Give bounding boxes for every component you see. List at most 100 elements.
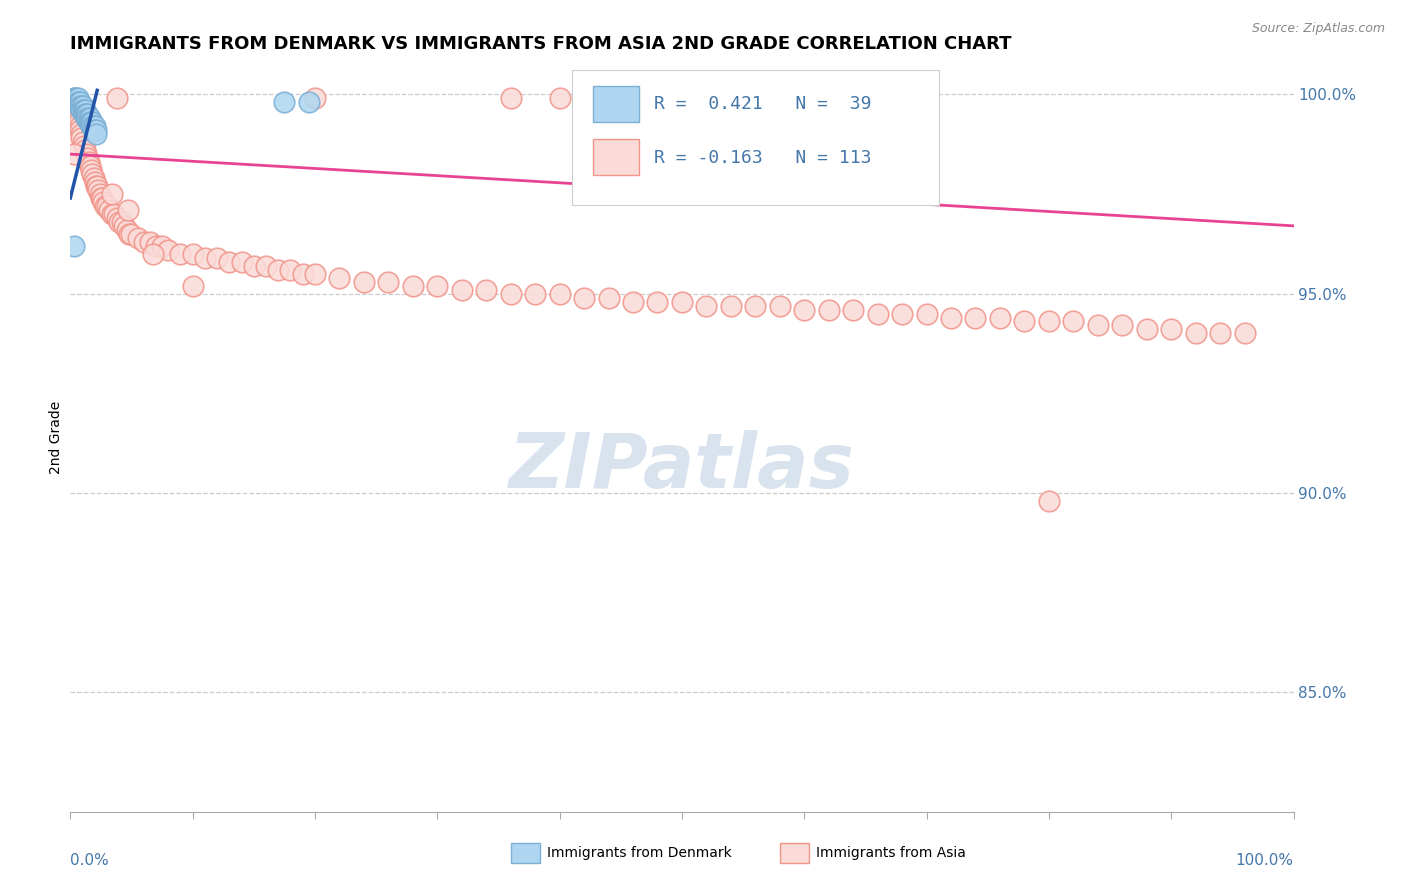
Point <box>80 163 103 178</box>
Point <box>132 235 155 249</box>
Point <box>69 119 91 133</box>
Point <box>83 119 105 133</box>
FancyBboxPatch shape <box>572 70 939 205</box>
Point <box>1160 322 1182 336</box>
Point <box>63 95 86 110</box>
Point <box>965 310 987 325</box>
Point <box>63 99 86 113</box>
Point <box>80 119 103 133</box>
Point <box>65 95 87 110</box>
Point <box>63 91 86 105</box>
Point <box>616 91 638 105</box>
Point <box>77 155 100 169</box>
Point <box>194 251 217 265</box>
Point <box>267 262 290 277</box>
Point <box>66 91 89 105</box>
Point <box>82 167 104 181</box>
Point <box>1038 314 1060 328</box>
Text: Immigrants from Denmark: Immigrants from Denmark <box>547 846 733 860</box>
Point <box>105 211 128 225</box>
Point <box>683 91 706 105</box>
Point <box>117 202 139 217</box>
Point <box>83 171 105 186</box>
Text: 0.0%: 0.0% <box>70 853 110 868</box>
Text: R =  0.421   N =  39: R = 0.421 N = 39 <box>654 95 872 112</box>
Point <box>939 310 962 325</box>
Point <box>82 115 104 129</box>
Bar <box>780 843 808 863</box>
Point <box>77 112 100 126</box>
Point <box>744 299 766 313</box>
Point <box>96 199 118 213</box>
Point <box>720 299 742 313</box>
Point <box>915 306 938 320</box>
Point <box>598 291 620 305</box>
Point <box>695 299 717 313</box>
Text: R = -0.163   N = 113: R = -0.163 N = 113 <box>654 149 872 167</box>
Point <box>304 91 326 105</box>
Point <box>115 223 138 237</box>
Point <box>79 159 101 173</box>
Point <box>76 107 98 121</box>
Point <box>231 254 253 268</box>
Point <box>254 259 277 273</box>
Point <box>205 251 228 265</box>
Point <box>139 235 162 249</box>
Point <box>548 286 571 301</box>
Point <box>83 123 105 137</box>
Point <box>73 103 96 118</box>
Point <box>75 107 97 121</box>
Point <box>63 103 86 118</box>
Point <box>426 278 449 293</box>
Text: 100.0%: 100.0% <box>1236 853 1294 868</box>
Point <box>499 286 522 301</box>
Point <box>65 103 87 118</box>
Point <box>69 99 91 113</box>
Point <box>621 91 644 105</box>
Point <box>218 254 240 268</box>
Point <box>475 283 498 297</box>
Point <box>291 267 314 281</box>
Point <box>1111 318 1133 333</box>
Point <box>548 91 571 105</box>
Point <box>66 95 89 110</box>
Point <box>157 243 180 257</box>
Point <box>142 246 165 260</box>
Point <box>671 294 693 309</box>
Point <box>83 123 105 137</box>
Point <box>70 127 93 141</box>
Point <box>73 107 96 121</box>
Text: Immigrants from Asia: Immigrants from Asia <box>817 846 966 860</box>
Point <box>769 299 792 313</box>
Point <box>273 95 295 110</box>
Bar <box>510 843 540 863</box>
Point <box>75 112 97 126</box>
Point <box>145 239 167 253</box>
Point <box>98 202 121 217</box>
Point <box>328 270 350 285</box>
Point <box>1184 326 1206 341</box>
Point <box>72 103 94 118</box>
Point <box>450 283 472 297</box>
Point <box>83 119 105 133</box>
Text: IMMIGRANTS FROM DENMARK VS IMMIGRANTS FROM ASIA 2ND GRADE CORRELATION CHART: IMMIGRANTS FROM DENMARK VS IMMIGRANTS FR… <box>70 35 1012 53</box>
Point <box>1062 314 1084 328</box>
Point <box>112 219 135 233</box>
Point <box>108 215 131 229</box>
Point <box>76 112 98 126</box>
Point <box>150 239 173 253</box>
Point <box>67 99 90 113</box>
Point <box>101 186 124 201</box>
Point <box>84 179 107 194</box>
Point <box>77 115 100 129</box>
Point <box>65 91 87 105</box>
Point <box>304 267 326 281</box>
Point <box>69 123 91 137</box>
Point <box>91 194 114 209</box>
Point <box>1233 326 1256 341</box>
Point <box>353 275 375 289</box>
Point <box>84 123 107 137</box>
Point <box>524 286 547 301</box>
Point <box>298 95 321 110</box>
Point <box>1136 322 1159 336</box>
